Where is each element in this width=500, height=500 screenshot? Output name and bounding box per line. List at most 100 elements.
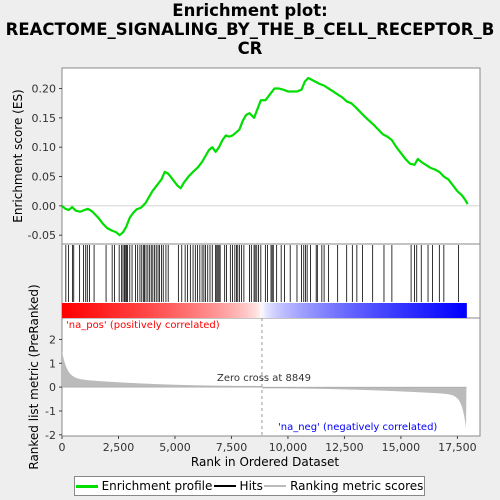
rank-bar-segment bbox=[130, 303, 134, 318]
rank-bar-segment bbox=[82, 303, 85, 318]
rank-bar-segment bbox=[450, 303, 453, 318]
es-y-tick-label: 0.05 bbox=[32, 171, 57, 184]
rank-bar-segment bbox=[296, 303, 299, 318]
rank-bar-segment bbox=[165, 303, 168, 318]
rank-bar-segment bbox=[421, 303, 425, 318]
legend-label-enrichment: Enrichment profile bbox=[101, 479, 213, 493]
zero-cross-label: Zero cross at 8849 bbox=[217, 373, 311, 384]
rank-bar-segment bbox=[163, 303, 166, 318]
rank-bar-segment bbox=[322, 303, 326, 318]
rank-bar-segment bbox=[318, 303, 322, 318]
rank-bar-segment bbox=[64, 303, 67, 318]
ranking-swatch bbox=[264, 485, 287, 487]
rank-bar-segment bbox=[102, 303, 105, 318]
x-axis-label: Rank in Ordered Dataset bbox=[191, 455, 339, 469]
rank-bar-segment bbox=[286, 303, 289, 318]
rank-bar-segment bbox=[276, 303, 279, 318]
rank-bar-segment bbox=[310, 303, 314, 318]
rank-bar-segment bbox=[324, 303, 328, 318]
metric-y-tick-label: 2 bbox=[49, 333, 56, 346]
rank-bar-segment bbox=[345, 303, 348, 318]
rank-bar-segment bbox=[361, 303, 364, 318]
rank-bar-segment bbox=[161, 303, 164, 318]
rank-bar-segment bbox=[268, 303, 271, 318]
metric-y-tick-label: -1 bbox=[45, 405, 56, 418]
rank-bar-segment bbox=[199, 303, 202, 318]
rank-bar-segment bbox=[157, 303, 160, 318]
rank-bar-segment bbox=[436, 303, 439, 318]
rank-bar-segment bbox=[417, 303, 421, 318]
x-tick-label: 2,500 bbox=[103, 441, 135, 454]
rank-bar-segment bbox=[330, 303, 334, 318]
rank-bar-segment bbox=[320, 303, 324, 318]
rank-bar-segment bbox=[144, 303, 148, 318]
rank-bar-segment bbox=[419, 303, 423, 318]
rank-bar-segment bbox=[272, 303, 275, 318]
rank-bar-segment bbox=[173, 303, 176, 318]
rank-bar-segment bbox=[106, 303, 109, 318]
rank-bar-segment bbox=[235, 303, 239, 318]
rank-bar-segment bbox=[411, 303, 415, 318]
title-line-3: CR bbox=[237, 39, 263, 58]
rank-bar-segment bbox=[432, 303, 435, 318]
rank-bar-segment bbox=[290, 303, 293, 318]
rank-bar-segment bbox=[233, 303, 237, 318]
rank-bar-segment bbox=[375, 303, 378, 318]
rank-bar-segment bbox=[335, 303, 338, 318]
rank-bar-segment bbox=[430, 303, 433, 318]
rank-bar-segment bbox=[270, 303, 273, 318]
rank-bar-segment bbox=[231, 303, 235, 318]
rank-bar-segment bbox=[237, 303, 241, 318]
rank-bar-segment bbox=[446, 303, 449, 318]
rank-bar-segment bbox=[326, 303, 330, 318]
rank-bar-segment bbox=[278, 303, 281, 318]
rank-bar-segment bbox=[393, 303, 397, 318]
rank-bar-segment bbox=[128, 303, 132, 318]
rank-bar-segment bbox=[207, 303, 211, 318]
rank-bar-segment bbox=[403, 303, 407, 318]
rank-bar-segment bbox=[314, 303, 318, 318]
rank-bar-segment bbox=[221, 303, 225, 318]
rank-bar-segment bbox=[98, 303, 101, 318]
hits-swatch bbox=[213, 485, 236, 487]
legend: Enrichment profile Hits Ranking metric s… bbox=[74, 476, 425, 496]
rank-bar-segment bbox=[142, 303, 146, 318]
rank-bar-segment bbox=[377, 303, 380, 318]
rank-bar-segment bbox=[294, 303, 297, 318]
rank-bar-segment bbox=[405, 303, 409, 318]
rank-bar-segment bbox=[175, 303, 178, 318]
legend-item-ranking: Ranking metric scores bbox=[264, 479, 423, 493]
metric-panel bbox=[61, 317, 481, 437]
rank-bar-segment bbox=[341, 303, 344, 318]
rank-bar-segment bbox=[458, 303, 461, 318]
title-line-2: REACTOME_SIGNALING_BY_THE_B_CELL_RECEPTO… bbox=[5, 20, 495, 39]
rank-bar-segment bbox=[159, 303, 162, 318]
rank-bar-segment bbox=[369, 303, 372, 318]
rank-bar-segment bbox=[197, 303, 200, 318]
rank-bar-segment bbox=[256, 303, 259, 318]
rank-bar-segment bbox=[383, 303, 386, 318]
rank-bar-segment bbox=[264, 303, 267, 318]
rank-bar-segment bbox=[351, 303, 354, 318]
rank-bar-segment bbox=[434, 303, 437, 318]
es-y-tick-label: 0.10 bbox=[32, 141, 57, 154]
rank-bar-segment bbox=[118, 303, 122, 318]
rank-bar-segment bbox=[288, 303, 291, 318]
rank-bar-segment bbox=[140, 303, 144, 318]
rank-bar-segment bbox=[225, 303, 229, 318]
rank-bar-segment bbox=[353, 303, 356, 318]
rank-bar-segment bbox=[464, 303, 467, 318]
rank-bar-segment bbox=[409, 303, 413, 318]
rank-bar-segment bbox=[92, 303, 95, 318]
rank-bar-segment bbox=[262, 303, 265, 318]
rank-bar-segment bbox=[428, 303, 431, 318]
rank-bar-segment bbox=[112, 303, 115, 318]
rank-bar-segment bbox=[76, 303, 79, 318]
rank-bar-segment bbox=[80, 303, 83, 318]
rank-bar-segment bbox=[70, 303, 73, 318]
rank-bar-segment bbox=[246, 303, 249, 318]
rank-bar-segment bbox=[444, 303, 447, 318]
rank-bar-segment bbox=[146, 303, 150, 318]
rank-bar-segment bbox=[308, 303, 312, 318]
rank-bar-segment bbox=[379, 303, 382, 318]
